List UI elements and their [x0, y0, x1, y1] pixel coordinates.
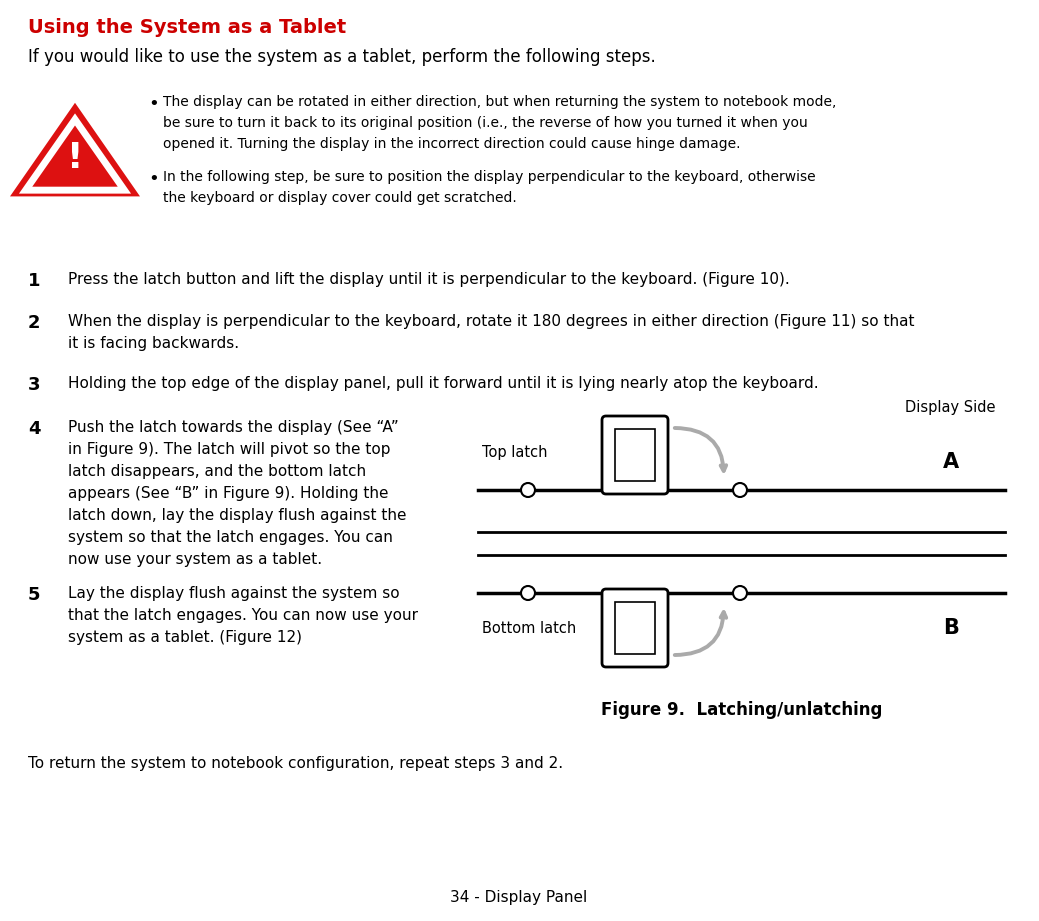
- Text: be sure to turn it back to its original position (i.e., the reverse of how you t: be sure to turn it back to its original …: [163, 116, 807, 130]
- Text: The display can be rotated in either direction, but when returning the system to: The display can be rotated in either dir…: [163, 95, 836, 109]
- Text: now use your system as a tablet.: now use your system as a tablet.: [68, 552, 322, 567]
- Text: system so that the latch engages. You can: system so that the latch engages. You ca…: [68, 530, 393, 545]
- Text: it is facing backwards.: it is facing backwards.: [68, 336, 239, 351]
- Text: Lay the display flush against the system so: Lay the display flush against the system…: [68, 586, 400, 601]
- Text: Using the System as a Tablet: Using the System as a Tablet: [28, 18, 346, 37]
- Text: opened it. Turning the display in the incorrect direction could cause hinge dama: opened it. Turning the display in the in…: [163, 137, 741, 151]
- FancyBboxPatch shape: [602, 416, 668, 494]
- Circle shape: [732, 586, 747, 600]
- Text: In the following step, be sure to position the display perpendicular to the keyb: In the following step, be sure to positi…: [163, 170, 816, 184]
- FancyBboxPatch shape: [602, 589, 668, 667]
- Text: Press the latch button and lift the display until it is perpendicular to the key: Press the latch button and lift the disp…: [68, 272, 790, 287]
- Text: Push the latch towards the display (See “A”: Push the latch towards the display (See …: [68, 420, 399, 435]
- Text: •: •: [148, 170, 159, 188]
- Text: system as a tablet. (Figure 12): system as a tablet. (Figure 12): [68, 630, 302, 645]
- Text: To return the system to notebook configuration, repeat steps 3 and 2.: To return the system to notebook configu…: [28, 756, 563, 771]
- Text: appears (See “B” in Figure 9). Holding the: appears (See “B” in Figure 9). Holding t…: [68, 486, 389, 501]
- Text: Holding the top edge of the display panel, pull it forward until it is lying nea: Holding the top edge of the display pane…: [68, 376, 819, 391]
- Text: B: B: [943, 618, 959, 638]
- Text: 34 - Display Panel: 34 - Display Panel: [450, 890, 588, 905]
- Text: A: A: [943, 452, 959, 472]
- Polygon shape: [10, 103, 140, 196]
- Text: Figure 9.  Latching/unlatching: Figure 9. Latching/unlatching: [601, 701, 882, 719]
- Text: in Figure 9). The latch will pivot so the top: in Figure 9). The latch will pivot so th…: [68, 442, 391, 457]
- Text: that the latch engages. You can now use your: that the latch engages. You can now use …: [68, 608, 418, 623]
- Circle shape: [521, 483, 535, 497]
- Text: 3: 3: [28, 376, 41, 394]
- Text: latch disappears, and the bottom latch: latch disappears, and the bottom latch: [68, 464, 366, 479]
- Text: 4: 4: [28, 420, 41, 438]
- Text: 5: 5: [28, 586, 41, 604]
- Text: Bottom latch: Bottom latch: [482, 621, 577, 635]
- Circle shape: [521, 586, 535, 600]
- Text: Display Side: Display Side: [905, 400, 995, 415]
- Polygon shape: [26, 120, 125, 190]
- Text: When the display is perpendicular to the keyboard, rotate it 180 degrees in eith: When the display is perpendicular to the…: [68, 314, 914, 329]
- Text: If you would like to use the system as a tablet, perform the following steps.: If you would like to use the system as a…: [28, 48, 656, 66]
- Bar: [615, 602, 655, 654]
- Text: the keyboard or display cover could get scratched.: the keyboard or display cover could get …: [163, 191, 516, 205]
- Text: •: •: [148, 95, 159, 113]
- Circle shape: [732, 483, 747, 497]
- Text: latch down, lay the display flush against the: latch down, lay the display flush agains…: [68, 508, 406, 523]
- Text: 2: 2: [28, 314, 41, 332]
- Text: Top latch: Top latch: [482, 445, 548, 460]
- Text: 1: 1: [28, 272, 41, 290]
- Bar: [615, 429, 655, 481]
- Text: !: !: [66, 141, 83, 175]
